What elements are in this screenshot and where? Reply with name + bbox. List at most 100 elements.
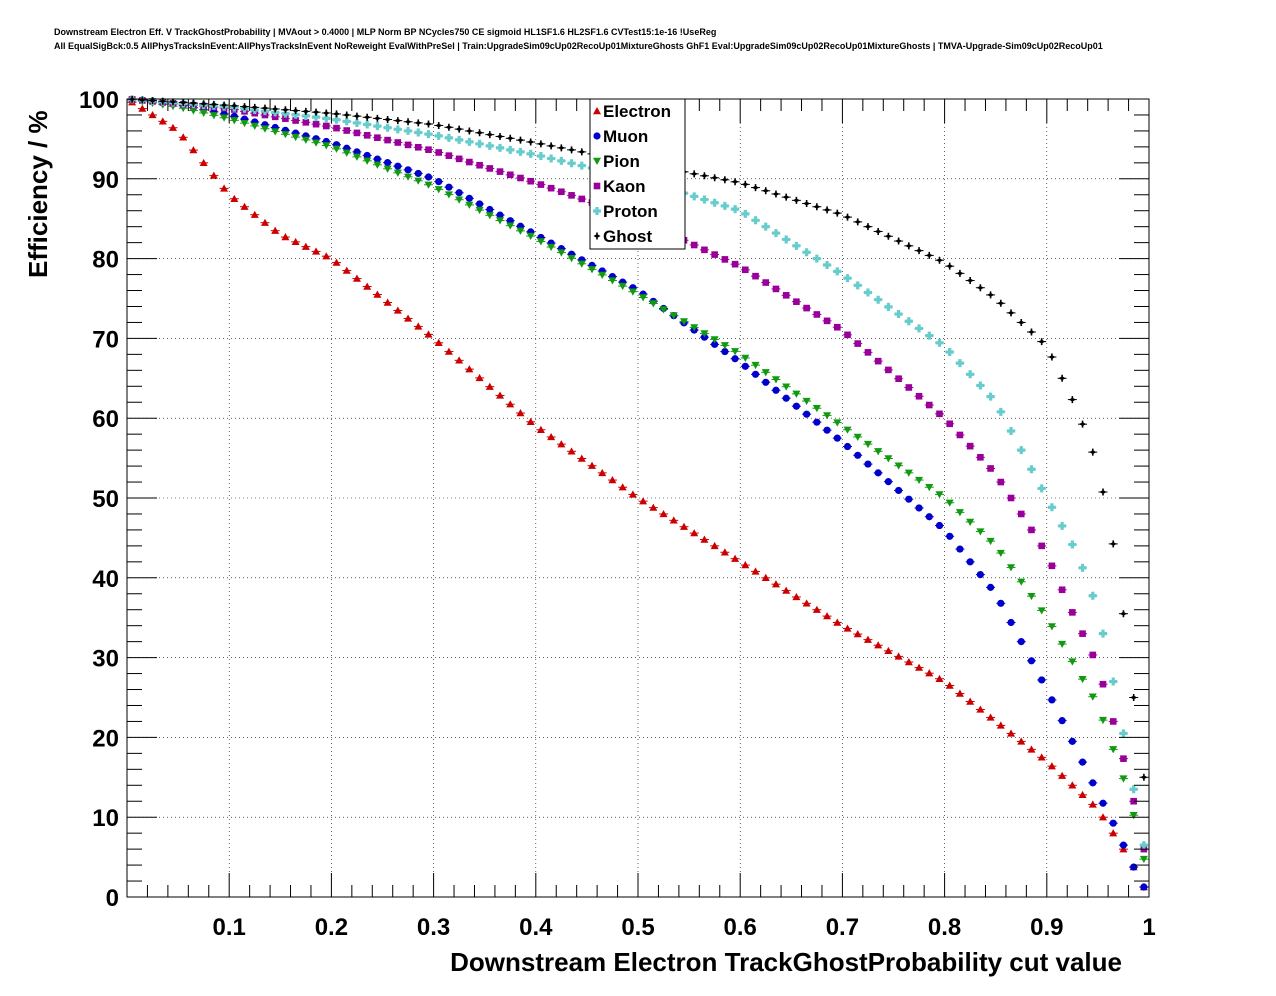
electron-point bbox=[935, 674, 944, 682]
kaon-point bbox=[956, 431, 964, 439]
y-tick-label: 80 bbox=[92, 247, 119, 274]
proton-point bbox=[843, 274, 852, 283]
proton-point bbox=[393, 125, 402, 134]
proton-point bbox=[802, 248, 811, 257]
proton-point bbox=[444, 133, 453, 142]
pion-point bbox=[904, 469, 913, 477]
pion-point bbox=[649, 300, 658, 308]
electron-point bbox=[260, 218, 269, 226]
muon-point bbox=[895, 486, 903, 495]
kaon-point bbox=[527, 177, 534, 185]
legend-label-muon: Muon bbox=[603, 127, 648, 146]
electron-point bbox=[352, 274, 361, 282]
pion-point bbox=[404, 173, 413, 181]
ghost-point bbox=[752, 184, 760, 192]
pion-point bbox=[1017, 578, 1026, 586]
legend-marker-ghost bbox=[593, 232, 601, 240]
y-tick-label: 20 bbox=[92, 725, 119, 752]
pion-point bbox=[301, 136, 310, 144]
electron-point bbox=[516, 409, 525, 417]
ghost-point bbox=[506, 134, 514, 142]
kaon-point bbox=[752, 272, 759, 280]
muon-point bbox=[1058, 717, 1066, 725]
legend-label-kaon: Kaon bbox=[603, 177, 646, 196]
muon-point bbox=[414, 169, 422, 178]
ghost-point bbox=[864, 223, 872, 231]
y-tick-label: 30 bbox=[92, 646, 119, 673]
pion-point bbox=[281, 131, 290, 139]
pion-point bbox=[976, 528, 985, 536]
electron-point bbox=[475, 373, 484, 382]
electron-point bbox=[802, 599, 811, 607]
pion-point bbox=[526, 232, 535, 241]
ghost-point bbox=[1089, 448, 1097, 456]
ghost-point bbox=[241, 103, 249, 111]
electron-point bbox=[567, 447, 576, 455]
pion-point bbox=[598, 271, 607, 279]
ghost-point bbox=[322, 109, 330, 117]
muon-point bbox=[445, 183, 453, 191]
pion-point bbox=[700, 330, 709, 338]
electron-point bbox=[434, 338, 443, 346]
ghost-point bbox=[854, 218, 862, 226]
ghost-point bbox=[700, 172, 708, 180]
electron-point bbox=[659, 509, 668, 518]
ghost-point bbox=[404, 118, 412, 126]
data-points bbox=[127, 95, 1149, 891]
axis-ticks bbox=[127, 99, 1150, 897]
electron-point bbox=[577, 454, 586, 462]
electron-point bbox=[158, 117, 167, 125]
muon-point bbox=[833, 434, 841, 442]
pion-point bbox=[710, 336, 719, 344]
pion-point bbox=[312, 139, 321, 147]
proton-point bbox=[690, 192, 699, 201]
kaon-point bbox=[476, 161, 483, 169]
ghost-point bbox=[1079, 420, 1087, 428]
kaon-point bbox=[384, 136, 391, 144]
electron-point bbox=[843, 624, 852, 632]
pion-point bbox=[741, 354, 750, 362]
muon-point bbox=[394, 162, 402, 170]
pion-point bbox=[1129, 812, 1138, 820]
ghost-point bbox=[711, 174, 719, 182]
pion-point bbox=[915, 476, 924, 485]
legend-marker-muon bbox=[593, 132, 601, 140]
y-tick-label: 100 bbox=[79, 87, 119, 114]
kaon-point bbox=[803, 304, 810, 312]
muon-point bbox=[1068, 737, 1076, 745]
ghost-point bbox=[281, 106, 289, 114]
electron-point bbox=[618, 483, 627, 491]
proton-point bbox=[761, 222, 770, 231]
pion-point bbox=[271, 128, 280, 136]
proton-point bbox=[383, 123, 392, 132]
electron-point bbox=[138, 104, 147, 112]
muon-point bbox=[711, 340, 719, 348]
pion-point bbox=[608, 277, 617, 285]
y-tick-label: 50 bbox=[92, 486, 119, 513]
ghost-point bbox=[435, 121, 443, 129]
pion-point bbox=[567, 255, 576, 263]
ghost-point bbox=[292, 107, 300, 115]
legend-label-ghost: Ghost bbox=[603, 227, 652, 246]
ghost-point bbox=[905, 242, 913, 250]
electron-point bbox=[853, 630, 862, 638]
proton-point bbox=[465, 137, 474, 146]
pion-point bbox=[1058, 640, 1067, 649]
muon-point bbox=[424, 173, 433, 181]
electron-point bbox=[915, 663, 924, 671]
ghost-point bbox=[1068, 396, 1076, 404]
electron-point bbox=[976, 705, 985, 713]
proton-point bbox=[291, 110, 300, 119]
proton-point bbox=[996, 407, 1005, 416]
ghost-point bbox=[496, 132, 504, 140]
ghost-point bbox=[230, 102, 238, 110]
kaon-point bbox=[874, 357, 882, 365]
pion-point bbox=[373, 161, 382, 169]
kaon-point bbox=[793, 298, 800, 305]
electron-point bbox=[741, 561, 750, 569]
muon-point bbox=[905, 495, 913, 503]
y-tick-label: 90 bbox=[92, 167, 119, 194]
muon-point bbox=[1140, 883, 1148, 891]
ghost-point bbox=[414, 119, 422, 127]
ghost-point bbox=[772, 190, 780, 198]
